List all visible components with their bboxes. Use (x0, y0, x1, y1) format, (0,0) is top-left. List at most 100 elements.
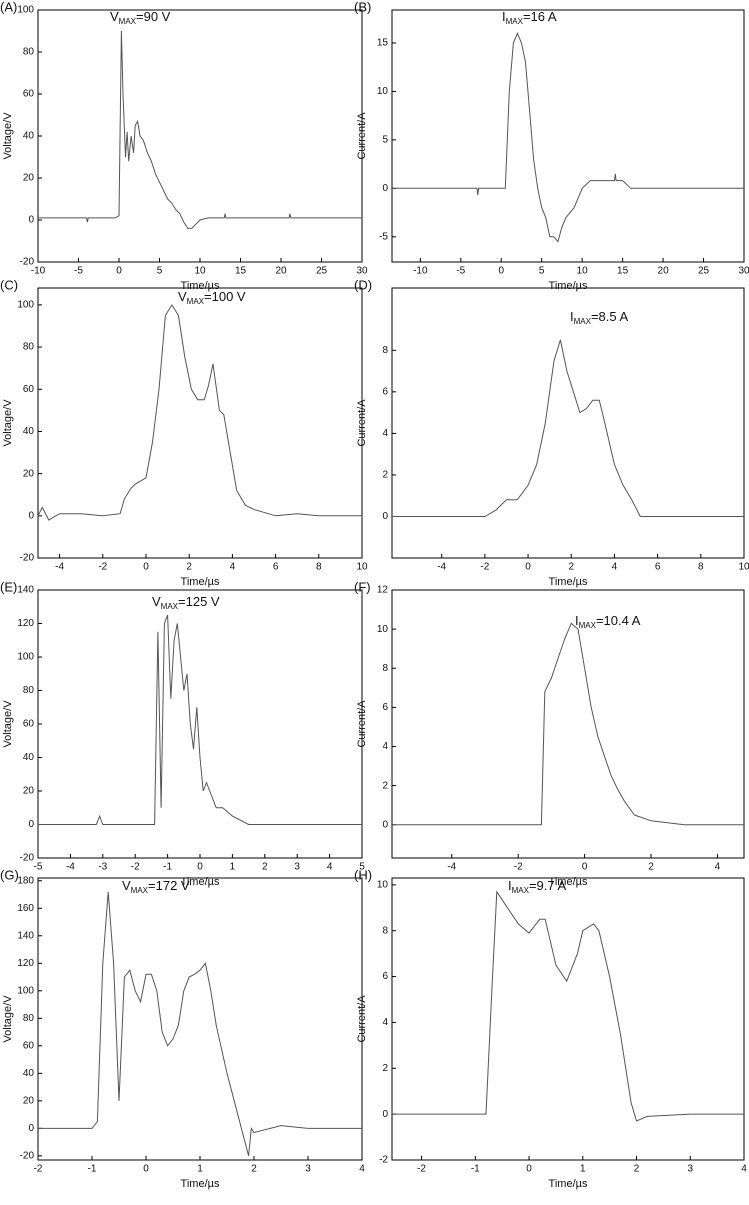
y-tick-label: 6 (382, 386, 388, 397)
y-tick-label: 0 (382, 511, 388, 522)
x-tick-label: -4 (66, 862, 75, 873)
y-tick-label: 10 (377, 624, 389, 635)
annotation: VMAX=125 V (152, 594, 220, 611)
x-tick-label: 0 (143, 1164, 149, 1175)
x-tick-label: 15 (235, 266, 247, 277)
data-line (392, 339, 744, 517)
data-line (392, 32, 744, 243)
x-tick-label: 0 (116, 266, 122, 277)
y-tick-label: 0 (382, 183, 388, 194)
y-tick-label: 120 (17, 958, 34, 969)
x-tick-label: -1 (163, 862, 172, 873)
plot-frame (391, 589, 745, 859)
x-tick-label: 0 (498, 266, 504, 277)
x-tick-label: 3 (687, 1164, 693, 1175)
x-tick-label: 25 (698, 266, 710, 277)
x-tick-label: 8 (316, 562, 322, 573)
y-tick-label: 120 (17, 618, 34, 629)
x-tick-label: -2 (514, 862, 523, 873)
panel-label: (F) (354, 579, 371, 594)
x-tick-label: -2 (131, 862, 140, 873)
x-tick-label: 20 (275, 266, 287, 277)
x-tick-label: 4 (230, 562, 236, 573)
y-tick-label: 100 (17, 5, 34, 16)
panel: (A) -10 -5 0 5 10 15 20 25 30 -20 0 20 40 60 80 100 Time/… (0, 0, 368, 292)
y-tick-label: 0 (382, 1109, 388, 1120)
x-tick-label: -10 (413, 266, 428, 277)
y-tick-label: 4 (382, 1017, 388, 1028)
y-tick-label: -20 (20, 553, 35, 564)
annotation-symbol: V (152, 594, 161, 609)
y-tick-label: 100 (17, 985, 34, 996)
data-line (392, 622, 744, 826)
x-tick-label: 10 (577, 266, 589, 277)
plot-frame (391, 287, 745, 559)
x-tick-label: 10 (194, 266, 206, 277)
x-axis-label: Time/µs (181, 280, 220, 292)
x-tick-label: 3 (305, 1164, 311, 1175)
y-tick-label: 10 (377, 86, 389, 97)
annotation-text: =16 A (523, 9, 557, 24)
annotation-text: =9.7 A (529, 878, 567, 893)
x-tick-label: 3 (294, 862, 300, 873)
annotation-symbol: I (508, 878, 512, 893)
y-axis-label: Voltage/V (2, 399, 14, 447)
annotation-subscript: MAX (574, 317, 592, 326)
x-tick-label: -3 (98, 862, 107, 873)
annotation: IMAX=10.4 A (575, 613, 641, 630)
panel: (E) -5 -4 -3 -2 -1 0 1 2 3 4 5 -20 0 20 40 60 80 100 120 140… (0, 579, 365, 887)
x-tick-label: 20 (658, 266, 670, 277)
x-tick-label: 5 (359, 862, 365, 873)
x-tick-label: 0 (525, 562, 531, 573)
plot-frame (37, 589, 363, 859)
data-line (37, 303, 362, 521)
x-tick-label: 8 (698, 562, 704, 573)
annotation-subscript: MAX (579, 621, 597, 630)
panel: (H) -2 -1 0 1 2 3 4 -2 0 2 4 6 8 10 Time/µs Current/A IMA… (354, 867, 747, 1189)
plot-frame (391, 9, 745, 263)
annotation-symbol: V (178, 289, 187, 304)
y-axis-label: Current/A (356, 112, 368, 160)
annotation: IMAX=16 A (502, 9, 557, 26)
annotation-subscript: MAX (119, 17, 137, 26)
x-axis-label: Time/µs (549, 576, 588, 588)
annotation-symbol: I (502, 9, 506, 24)
y-axis-label: Current/A (356, 700, 368, 748)
annotation: VMAX=90 V (110, 9, 171, 26)
y-tick-label: 100 (17, 652, 34, 663)
annotation: IMAX=8.5 A (570, 309, 629, 326)
y-tick-label: 2 (382, 1063, 388, 1074)
x-axis-label: Time/µs (549, 876, 588, 888)
data-line (392, 890, 744, 1122)
y-tick-label: 0 (382, 819, 388, 830)
plot-frame (37, 287, 363, 559)
y-tick-label: 0 (28, 215, 34, 226)
y-tick-label: -5 (379, 231, 388, 242)
plot-frame (37, 877, 363, 1161)
annotation-text: =90 V (136, 9, 171, 24)
y-tick-label: -20 (20, 853, 35, 864)
y-tick-label: 20 (23, 1095, 35, 1106)
x-axis-label: Time/µs (181, 876, 220, 888)
x-tick-label: 2 (634, 1164, 640, 1175)
y-tick-label: 40 (23, 131, 35, 142)
annotation-symbol: I (575, 613, 579, 628)
x-tick-label: -10 (31, 266, 46, 277)
annotation: VMAX=172 V (122, 878, 190, 895)
y-tick-label: 160 (17, 903, 34, 914)
y-tick-label: 20 (23, 468, 35, 479)
y-axis-label: Current/A (356, 995, 368, 1043)
y-tick-label: 0 (28, 1123, 34, 1134)
annotation-text: =8.5 A (591, 309, 629, 324)
x-tick-label: -4 (437, 562, 446, 573)
annotation-text: =100 V (204, 289, 246, 304)
y-tick-label: -20 (20, 1151, 35, 1162)
x-tick-label: 0 (197, 862, 203, 873)
x-tick-label: -5 (34, 862, 43, 873)
x-tick-label: 5 (539, 266, 545, 277)
x-tick-label: -5 (456, 266, 465, 277)
y-axis-label: Voltage/V (2, 995, 14, 1043)
x-tick-label: 1 (580, 1164, 586, 1175)
y-tick-label: 40 (23, 752, 35, 763)
annotation-symbol: V (122, 878, 131, 893)
